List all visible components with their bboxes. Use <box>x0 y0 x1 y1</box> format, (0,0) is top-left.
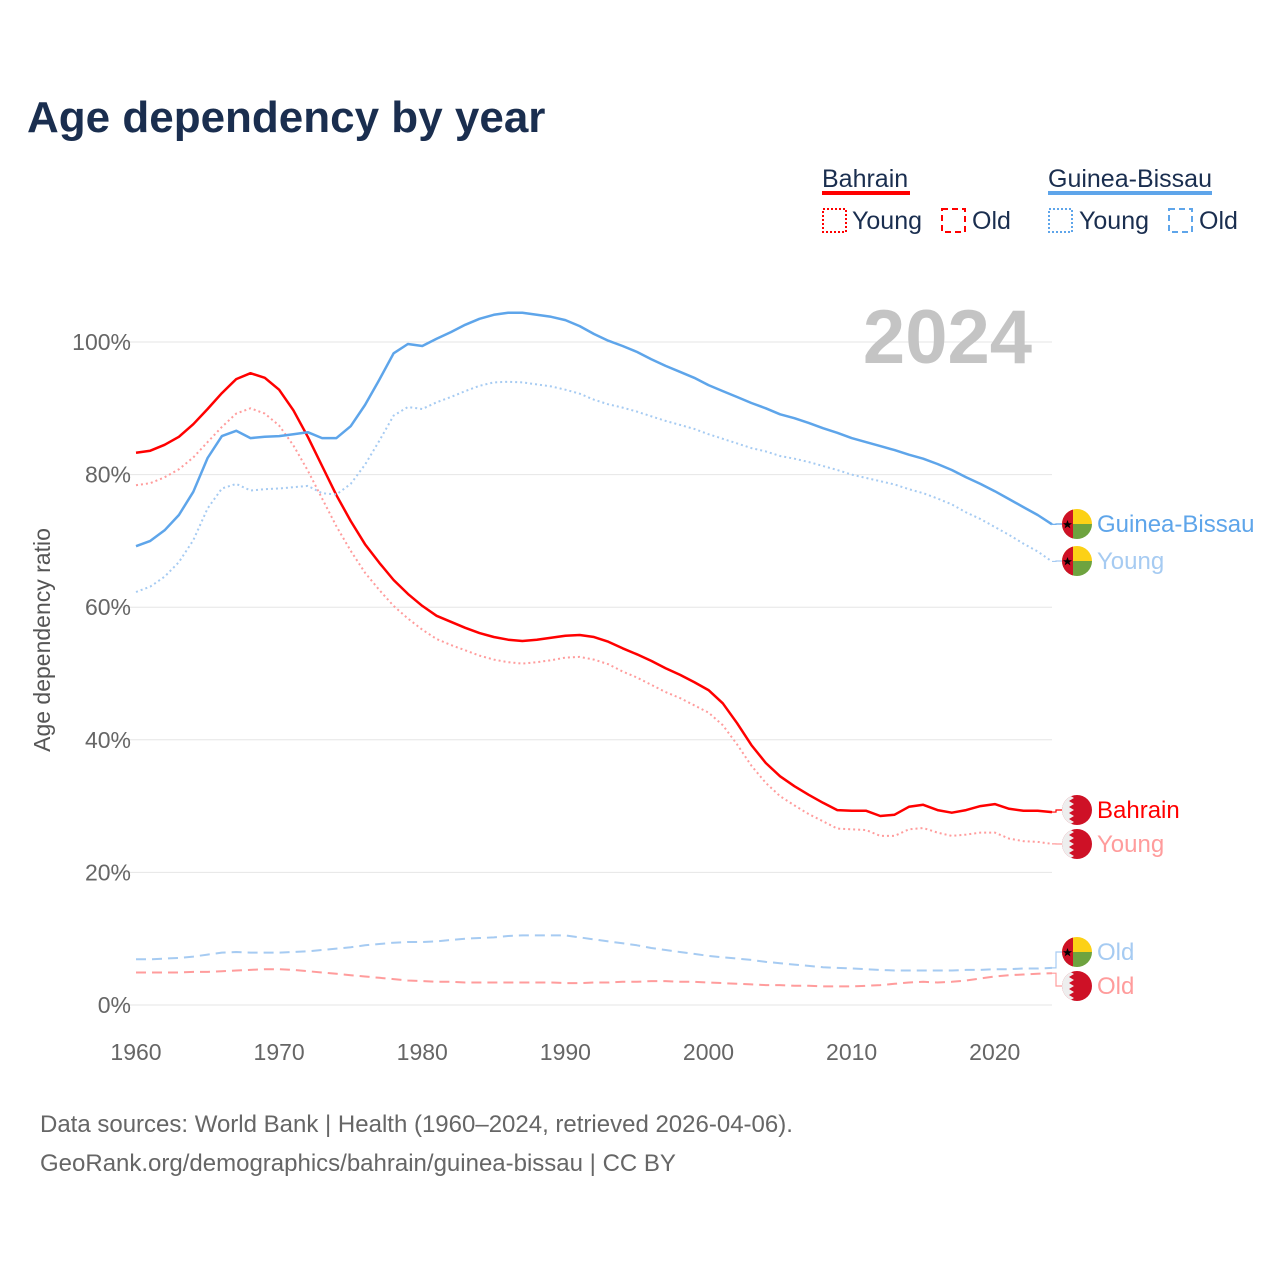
legend-guinea-bissau-young-label: Young <box>1079 207 1149 235</box>
legend-guinea-bissau-label: Guinea-Bissau <box>1048 165 1212 193</box>
end-label-text: Old <box>1097 973 1134 1000</box>
label-connector <box>1052 973 1062 986</box>
end-label-text: Guinea-Bissau <box>1097 511 1254 538</box>
bahrain-flag-icon <box>1062 971 1092 1001</box>
y-tick-label: 0% <box>98 992 131 1018</box>
end-label-bh-old: Old <box>1052 971 1134 1001</box>
legend-bahrain-old-label: Old <box>972 207 1011 235</box>
end-label-text: Young <box>1097 548 1164 575</box>
end-label-gb-old: Old <box>1052 937 1134 968</box>
end-label-text: Old <box>1097 939 1134 966</box>
x-tick-labels: 1960 1970 1980 1990 2000 2010 2020 <box>110 1039 1020 1065</box>
footer-attribution: GeoRank.org/demographics/bahrain/guinea-… <box>40 1150 676 1177</box>
y-tick-labels: 0% 20% 40% 60% 80% 100% <box>72 329 131 1018</box>
chart-title: Age dependency by year <box>27 93 545 142</box>
legend-guinea-bissau-old-label: Old <box>1199 207 1238 235</box>
end-label-gb-young: Young <box>1052 546 1164 576</box>
x-tick-label: 1970 <box>254 1039 305 1065</box>
legend-bahrain-label: Bahrain <box>822 165 908 193</box>
y-tick-label: 20% <box>85 859 131 885</box>
x-tick-label: 1980 <box>397 1039 448 1065</box>
y-tick-label: 100% <box>72 329 131 355</box>
y-axis-label: Age dependency ratio <box>29 528 55 752</box>
x-tick-label: 1960 <box>110 1039 161 1065</box>
x-tick-label: 2020 <box>969 1039 1020 1065</box>
y-tick-label: 80% <box>85 462 131 488</box>
label-connector <box>1052 810 1062 812</box>
series-lines <box>136 313 1052 987</box>
end-labels: Guinea-Bissau Young Bahrain Young Old Old <box>1052 509 1254 1001</box>
end-label-bh-young: Young <box>1052 829 1164 859</box>
legend-bahrain-young-label: Young <box>852 207 922 235</box>
line-bahrain-old <box>136 969 1052 986</box>
footer-sources: Data sources: World Bank | Health (1960–… <box>40 1111 793 1138</box>
end-label-text: Young <box>1097 831 1164 858</box>
end-label-text: Bahrain <box>1097 797 1180 824</box>
gridlines <box>110 342 1052 1005</box>
x-tick-label: 2000 <box>683 1039 734 1065</box>
legend-guinea-bissau-swatch <box>1048 191 1212 195</box>
y-tick-label: 40% <box>85 727 131 753</box>
legend-bahrain-old-swatch <box>942 209 965 232</box>
line-guinea-bissau-young <box>136 382 1052 592</box>
label-connector <box>1052 952 1062 968</box>
legend-bahrain-young-swatch <box>823 209 846 232</box>
x-tick-label: 1990 <box>540 1039 591 1065</box>
legend-bahrain-swatch <box>822 191 910 195</box>
x-tick-label: 2010 <box>826 1039 877 1065</box>
legend: Bahrain Young Old Guinea-Bissau Young Ol… <box>822 165 1238 235</box>
end-label-gb-total: Guinea-Bissau <box>1052 509 1254 539</box>
legend-guinea-bissau-young-swatch <box>1049 209 1072 232</box>
guinea-bissau-flag-icon <box>1062 937 1092 967</box>
line-guinea-bissau-old <box>136 935 1052 970</box>
bahrain-flag-icon <box>1062 795 1092 825</box>
year-watermark: 2024 <box>863 295 1032 380</box>
guinea-bissau-flag-icon <box>1062 509 1092 539</box>
end-label-bh-total: Bahrain <box>1052 795 1180 825</box>
line-bahrain-young <box>136 408 1052 844</box>
line-bahrain <box>136 373 1052 816</box>
bahrain-flag-icon <box>1062 829 1092 859</box>
y-tick-label: 60% <box>85 594 131 620</box>
legend-guinea-bissau-old-swatch <box>1169 209 1192 232</box>
guinea-bissau-flag-icon <box>1062 546 1092 576</box>
